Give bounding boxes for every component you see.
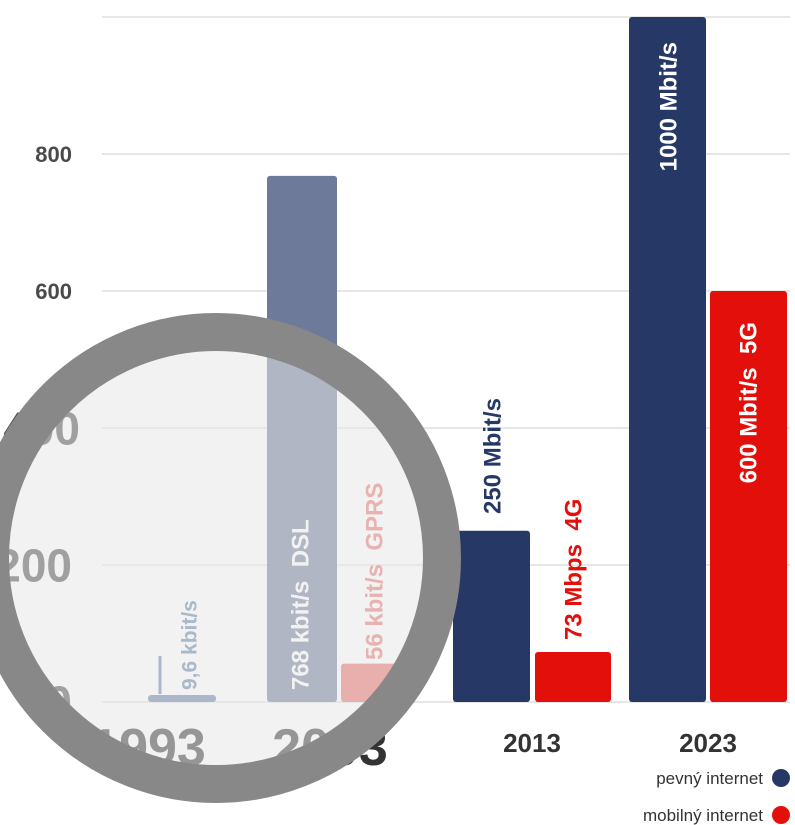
- legend-label-fixed: pevný internet: [656, 769, 763, 788]
- y-tick-label: 800: [35, 142, 72, 167]
- legend-swatch-mobile: [772, 806, 790, 824]
- bar-2023-mobile: [710, 291, 787, 702]
- bars: [148, 17, 787, 703]
- x-tick-label-2023: 2023: [679, 728, 737, 758]
- legend-label-mobile: mobilný internet: [643, 806, 763, 825]
- x-tick-label-2013: 2013: [503, 728, 561, 758]
- legend-swatch-fixed: [772, 769, 790, 787]
- y-tick-label: 600: [35, 279, 72, 304]
- magnifier-lens: [0, 313, 461, 803]
- legend: pevný internet mobilný internet: [643, 769, 790, 825]
- bar-label-2013-fixed: 250 Mbit/s: [480, 398, 507, 514]
- bar-2013-fixed: [453, 530, 530, 702]
- bar-2013-mobile: [535, 651, 611, 702]
- bar-label-2013-mobile: 73 Mbps 4G: [561, 499, 588, 640]
- bar-label-2023-fixed: 1000 Mbit/s: [656, 42, 683, 171]
- bar-label-2023-mobile: 600 Mbit/s 5G: [736, 322, 763, 483]
- bar-2023-fixed: [629, 17, 706, 702]
